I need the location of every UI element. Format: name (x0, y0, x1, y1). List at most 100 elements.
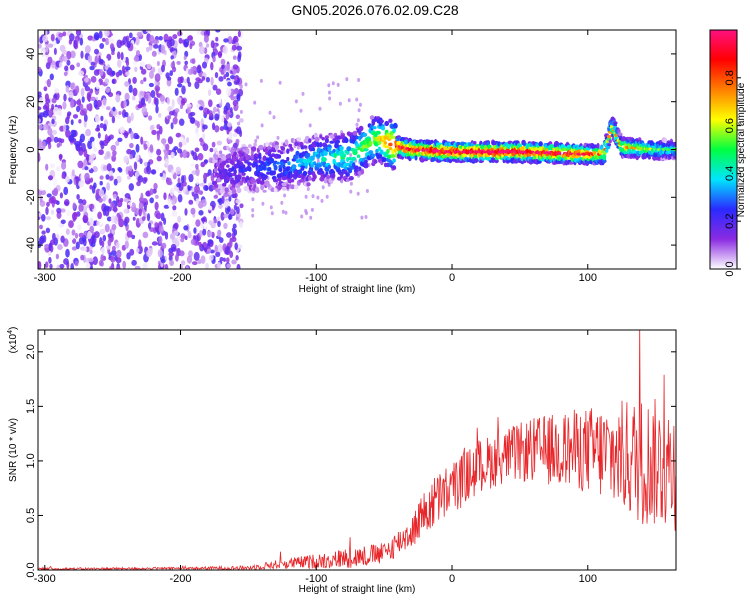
spectrogram-cell (318, 106, 322, 111)
spectrogram-cell (99, 43, 105, 49)
spectrogram-cell (202, 228, 207, 236)
spectrogram-cell (172, 34, 178, 40)
spectrogram-cell (43, 57, 49, 64)
spectrogram-y-tick-label: -40 (25, 237, 37, 253)
spectrogram-cell (232, 55, 237, 60)
spectrogram-cell (262, 164, 267, 171)
spectrogram-cell (66, 59, 71, 66)
spectrogram-cell (218, 204, 223, 210)
spectrogram-cell (220, 211, 225, 221)
spectrogram-cell (90, 241, 96, 248)
spectrogram-cell (226, 257, 230, 264)
spectrogram-cell (59, 44, 66, 52)
spectrogram-cell (84, 77, 89, 83)
spectrogram-cell (276, 161, 280, 165)
spectrogram-cell (259, 78, 263, 83)
spectrogram-cell (203, 159, 209, 164)
spectrogram-cell (68, 220, 74, 229)
spectrogram-cell (78, 237, 85, 245)
spectrogram-cell (352, 130, 358, 136)
spectrogram-cell (227, 139, 233, 144)
spectrogram-cell (223, 257, 226, 262)
spectrogram-cell (158, 235, 163, 245)
spectrogram-cell (229, 131, 233, 139)
spectrogram-cell (151, 241, 158, 246)
spectrogram-cell (202, 133, 206, 140)
spectrogram-cell (66, 210, 71, 217)
spectrogram-cell (276, 135, 280, 140)
spectrogram-cell (62, 101, 67, 110)
spectrogram-x-tick-label: 100 (579, 272, 597, 284)
spectrogram-cell (321, 137, 326, 141)
spectrogram-cell (166, 97, 170, 105)
spectrogram-cell (158, 36, 163, 41)
spectrogram-cell (211, 180, 218, 186)
spectrogram-cell (184, 235, 188, 241)
spectrogram-cell (154, 73, 161, 82)
spectrogram-cell (117, 137, 123, 142)
spectrogram-cell (167, 106, 173, 112)
spectrogram-cell (78, 70, 85, 76)
spectrogram-cell (231, 259, 237, 265)
spectrogram-cell (221, 195, 225, 204)
spectrogram-cell (336, 135, 342, 140)
spectrogram-cell (323, 178, 328, 184)
spectrogram-cell (190, 163, 195, 168)
spectrogram-cell (617, 128, 621, 134)
spectrogram-cell (203, 47, 208, 54)
spectrogram-cell (604, 148, 609, 153)
spectrogram-cell (186, 76, 190, 84)
spectrogram-cell (239, 84, 243, 89)
snr-x-tick-label: -100 (305, 573, 327, 585)
spectrogram-cell (304, 194, 308, 199)
spectrogram-cell (53, 187, 59, 197)
spectrogram-cell (52, 177, 58, 187)
spectrogram-cell (211, 204, 215, 211)
spectrogram-cell (371, 121, 376, 126)
spectrogram-cell (222, 160, 227, 166)
spectrogram-x-label: Height of straight line (km) (299, 284, 416, 295)
spectrogram-x-tick-label: -100 (305, 272, 327, 284)
spectrogram-cell (214, 65, 220, 71)
spectrogram-cell (189, 117, 195, 124)
spectrogram-cell (219, 237, 224, 244)
spectrogram-cell (146, 63, 152, 69)
spectrogram-cell (278, 80, 282, 85)
spectrogram-x-tick-label: 0 (449, 272, 455, 284)
spectrogram-cell (131, 202, 136, 211)
spectrogram-cell (228, 172, 233, 178)
spectrogram-cell (156, 132, 160, 141)
spectrogram-cell (171, 200, 176, 206)
spectrogram-cell (44, 102, 50, 110)
spectrogram-cell (377, 140, 382, 145)
spectrogram-cell (59, 192, 64, 199)
spectrogram-cell (207, 248, 211, 253)
spectrogram-cell (239, 220, 243, 228)
spectrogram-cell (60, 219, 66, 225)
spectrogram-cell (289, 173, 293, 179)
spectrogram-cell (72, 114, 79, 119)
spectrogram-cell (99, 228, 106, 235)
spectrogram-cell (53, 106, 59, 116)
spectrogram-cell (124, 216, 130, 224)
spectrogram-cell (38, 66, 42, 72)
spectrogram-cell (108, 37, 114, 44)
spectrogram-cell (89, 184, 93, 190)
spectrogram-cell (80, 172, 86, 182)
spectrogram-cell (236, 45, 243, 51)
spectrogram-cell (149, 188, 154, 196)
spectrogram-cell (357, 146, 361, 151)
spectrogram-cell (100, 115, 104, 122)
spectrogram-cell (242, 164, 246, 170)
spectrogram-cell (220, 58, 226, 65)
spectrogram-cell (138, 239, 142, 249)
spectrogram-cell (209, 147, 214, 153)
spectrogram-cell (206, 108, 210, 115)
spectrogram-cell (217, 261, 221, 269)
spectrogram-cell (128, 32, 133, 39)
spectrogram-cell (172, 205, 177, 211)
spectrogram-cell (320, 198, 324, 203)
spectrogram-cell (166, 180, 173, 186)
spectrogram-cell (83, 114, 88, 122)
